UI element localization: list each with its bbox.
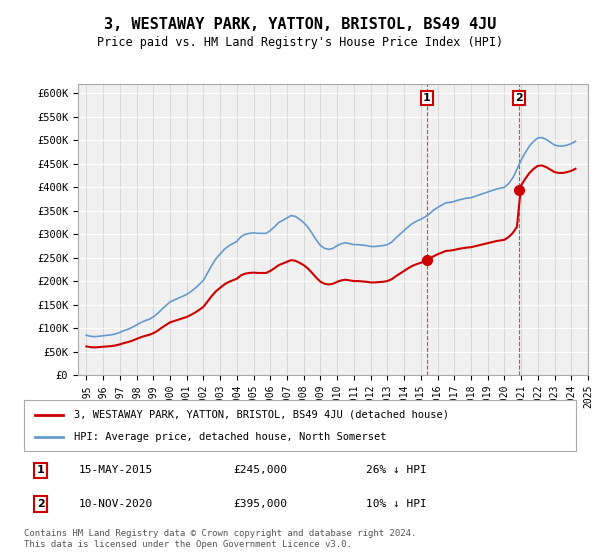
Text: 10-NOV-2020: 10-NOV-2020 (79, 499, 154, 509)
Text: 15-MAY-2015: 15-MAY-2015 (79, 465, 154, 475)
Text: HPI: Average price, detached house, North Somerset: HPI: Average price, detached house, Nort… (74, 432, 386, 442)
Text: 1: 1 (37, 465, 44, 475)
Text: Contains HM Land Registry data © Crown copyright and database right 2024.
This d: Contains HM Land Registry data © Crown c… (24, 529, 416, 549)
Text: 10% ↓ HPI: 10% ↓ HPI (366, 499, 427, 509)
Text: 1: 1 (423, 93, 431, 102)
Text: 2: 2 (37, 499, 44, 509)
Text: £395,000: £395,000 (234, 499, 288, 509)
Text: Price paid vs. HM Land Registry's House Price Index (HPI): Price paid vs. HM Land Registry's House … (97, 36, 503, 49)
Text: 26% ↓ HPI: 26% ↓ HPI (366, 465, 427, 475)
Text: 2: 2 (515, 93, 523, 102)
Text: 3, WESTAWAY PARK, YATTON, BRISTOL, BS49 4JU: 3, WESTAWAY PARK, YATTON, BRISTOL, BS49 … (104, 17, 496, 32)
Text: £245,000: £245,000 (234, 465, 288, 475)
Text: 3, WESTAWAY PARK, YATTON, BRISTOL, BS49 4JU (detached house): 3, WESTAWAY PARK, YATTON, BRISTOL, BS49 … (74, 409, 449, 419)
